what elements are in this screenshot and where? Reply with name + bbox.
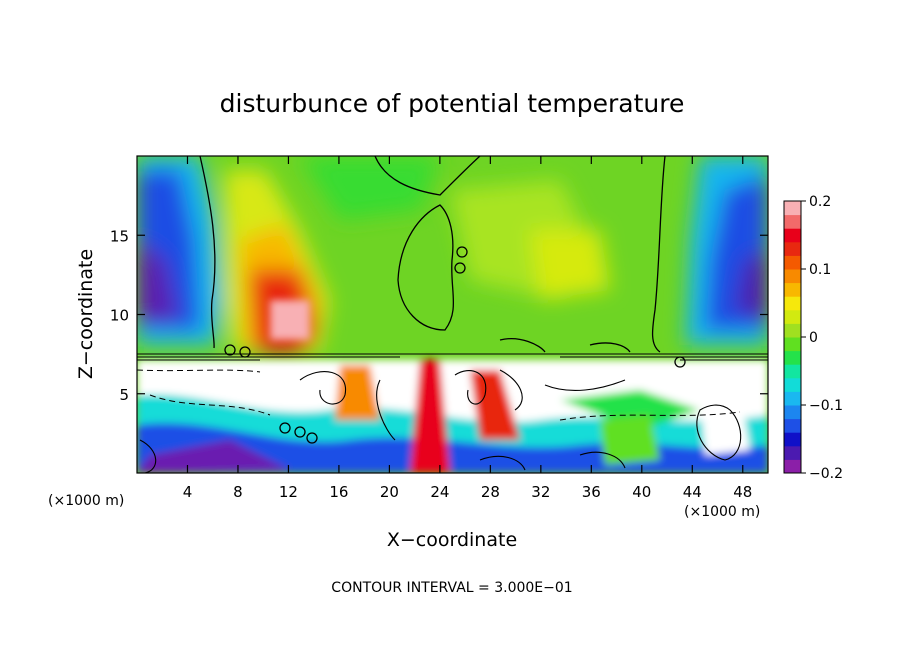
- x-tick-label: 4: [183, 483, 193, 501]
- x-tick-label: 44: [683, 483, 702, 501]
- chart-title: disturbunce of potential temperature: [220, 89, 685, 118]
- x-tick-label: 24: [430, 483, 449, 501]
- x-unit-label-left: (×1000 m): [48, 493, 124, 509]
- colorbar-tick-label: 0.2: [809, 194, 831, 210]
- colorbar-swatch: [784, 241, 801, 256]
- x-tick-label: 48: [733, 483, 752, 501]
- y-axis-label: Z−coordinate: [75, 249, 97, 379]
- colorbar-tick-label: 0.1: [809, 262, 831, 278]
- colorbar-swatch: [784, 405, 801, 420]
- colorbar-swatch: [784, 432, 801, 447]
- x-tick-label: 40: [632, 483, 651, 501]
- colorbar-swatch: [784, 201, 801, 216]
- colorbar-swatch: [784, 459, 801, 474]
- colorbar-swatch: [784, 350, 801, 365]
- colorbar-swatch: [784, 377, 801, 392]
- colorbar-swatch: [784, 214, 801, 229]
- x-axis-label: X−coordinate: [387, 529, 517, 551]
- colorbar-swatch: [784, 269, 801, 284]
- x-tick-label: 28: [481, 483, 500, 501]
- x-unit-label-right: (×1000 m): [684, 504, 760, 520]
- colorbar: 0.2 0.1 0 −0.1 −0.2: [783, 194, 843, 482]
- colorbar-swatch: [784, 309, 801, 324]
- colorbar-swatch: [784, 296, 801, 311]
- colorbar-swatch: [784, 445, 801, 460]
- colorbar-tick-label: −0.2: [809, 466, 843, 482]
- colorbar-swatch: [784, 255, 801, 270]
- colorbar-tick-label: −0.1: [809, 398, 843, 414]
- x-tick-label: 32: [531, 483, 550, 501]
- colorbar-swatch: [784, 228, 801, 243]
- y-axis: 5 10 15: [110, 227, 768, 404]
- y-tick-label: 5: [119, 386, 129, 404]
- x-tick-label: 20: [380, 483, 399, 501]
- colorbar-swatch: [784, 364, 801, 379]
- y-tick-label: 10: [110, 307, 129, 325]
- colorbar-swatch: [784, 337, 801, 352]
- x-tick-label: 12: [279, 483, 298, 501]
- heatmap-field: [137, 156, 768, 473]
- colorbar-swatch: [784, 418, 801, 433]
- colorbar-swatch: [784, 323, 801, 338]
- contour-interval-note: CONTOUR INTERVAL = 3.000E−01: [331, 580, 572, 596]
- x-tick-label: 8: [233, 483, 243, 501]
- colorbar-swatch: [784, 391, 801, 406]
- colorbar-swatch: [784, 282, 801, 297]
- x-tick-label: 36: [582, 483, 601, 501]
- colorbar-tick-label: 0: [809, 330, 818, 346]
- y-tick-label: 15: [110, 227, 129, 245]
- x-axis: 4 8 12 16 20 24 28 32 36 40 44 48: [183, 156, 752, 501]
- x-tick-label: 16: [329, 483, 348, 501]
